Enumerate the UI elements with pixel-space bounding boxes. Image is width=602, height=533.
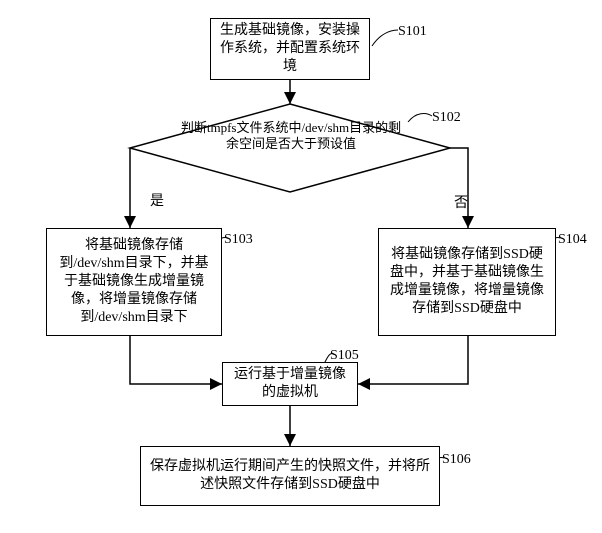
label-s105: S105 bbox=[330, 348, 359, 364]
node-s101: 生成基础镜像，安装操作系统，并配置系统环境 bbox=[210, 18, 370, 80]
node-s103: 将基础镜像存储到/dev/shm目录下，并基于基础镜像生成增量镜像，将增量镜像存… bbox=[46, 228, 222, 336]
node-s106-text: 保存虚拟机运行期间产生的快照文件，并将所述快照文件存储到SSD硬盘中 bbox=[147, 458, 433, 494]
label-s106: S106 bbox=[442, 452, 471, 468]
edge-2 bbox=[450, 148, 468, 228]
edge-3 bbox=[130, 336, 222, 384]
edge-4 bbox=[358, 336, 468, 384]
node-s106: 保存虚拟机运行期间产生的快照文件，并将所述快照文件存储到SSD硬盘中 bbox=[140, 446, 440, 506]
branch-yes: 是 bbox=[150, 190, 164, 210]
node-s104-text: 将基础镜像存储到SSD硬盘中，并基于基础镜像生成增量镜像，将增量镜像存储到SSD… bbox=[385, 246, 549, 319]
label-leader-0 bbox=[372, 30, 398, 46]
node-s105-text: 运行基于增量镜像的虚拟机 bbox=[229, 366, 351, 402]
label-s101: S101 bbox=[398, 24, 427, 40]
label-s103: S103 bbox=[224, 232, 253, 248]
branch-no: 否 bbox=[454, 192, 468, 212]
node-s102-text: 判断tmpfs文件系统中/dev/shm目录的剩余空间是否大于预设值 bbox=[180, 120, 402, 153]
node-s101-text: 生成基础镜像，安装操作系统，并配置系统环境 bbox=[217, 22, 363, 77]
node-s105: 运行基于增量镜像的虚拟机 bbox=[222, 362, 358, 406]
node-s103-text: 将基础镜像存储到/dev/shm目录下，并基于基础镜像生成增量镜像，将增量镜像存… bbox=[53, 237, 215, 328]
label-s102: S102 bbox=[432, 110, 461, 126]
label-s104: S104 bbox=[558, 232, 587, 248]
node-s104: 将基础镜像存储到SSD硬盘中，并基于基础镜像生成增量镜像，将增量镜像存储到SSD… bbox=[378, 228, 556, 336]
